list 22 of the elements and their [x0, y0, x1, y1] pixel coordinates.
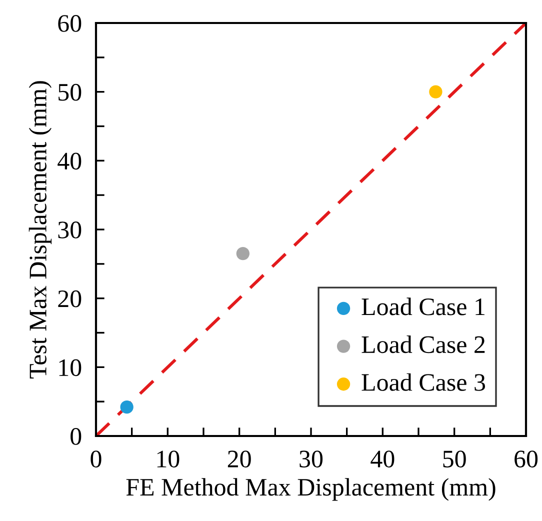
x-tick-label: 30 — [300, 450, 323, 468]
x-tick-label: 40 — [370, 450, 394, 468]
point — [429, 85, 442, 98]
y-tick-label: 30 — [58, 222, 82, 238]
y-tick-label: 40 — [58, 152, 82, 170]
legend-label: Load Case 2 — [362, 336, 485, 354]
legend-label: Load Case 1 — [362, 298, 484, 316]
x-tick-label: 60 — [514, 450, 538, 468]
y-tick-label: 10 — [59, 359, 82, 376]
x-axis-title: FE Method Max Displacement (mm) — [126, 478, 496, 501]
x-tick-label: 50 — [443, 450, 466, 468]
x-tick-label: 0 — [90, 450, 102, 468]
point — [236, 247, 250, 260]
x-tick-label: 20 — [228, 450, 251, 468]
y-tick-label: 50 — [58, 84, 82, 101]
x-tick-label: 10 — [157, 450, 180, 468]
y-axis-title: Test Max Displacement (mm) — [28, 81, 52, 378]
point — [120, 400, 134, 414]
y-tick-label: 0 — [70, 428, 82, 445]
y-tick-label: 20 — [58, 290, 82, 308]
y-tick-label: 60 — [58, 15, 82, 32]
legend-label: Load Case 3 — [362, 373, 486, 391]
